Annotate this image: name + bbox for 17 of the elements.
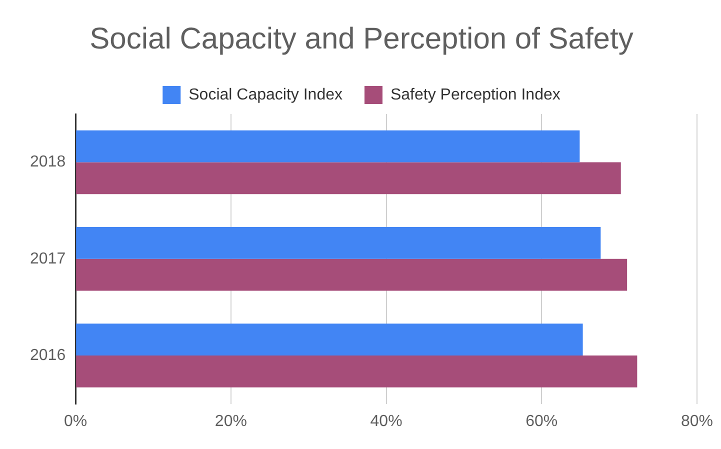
bar <box>76 162 621 194</box>
y-tick-label: 2018 <box>30 154 66 171</box>
x-tick-label: 0% <box>64 412 88 430</box>
chart-title: Social Capacity and Perception of Safety <box>90 22 634 56</box>
bar <box>76 258 628 291</box>
x-tick-label: 80% <box>680 412 714 430</box>
y-tick-label: 2016 <box>30 346 66 364</box>
bar <box>76 227 601 259</box>
x-tick-label: 20% <box>214 412 247 430</box>
legend-label: Safety Perception Index <box>390 86 560 104</box>
x-tick-label: 60% <box>526 412 558 430</box>
bar <box>76 130 580 162</box>
bar <box>76 356 638 388</box>
bar <box>76 324 583 356</box>
legend-label: Social Capacity Index <box>188 86 342 104</box>
x-tick-label: 40% <box>370 412 402 430</box>
y-tick-label: 2017 <box>30 250 66 268</box>
